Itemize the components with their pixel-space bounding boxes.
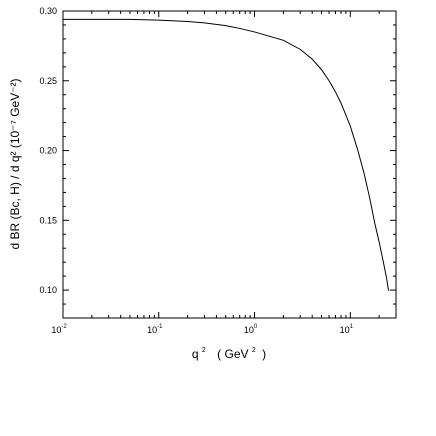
plot-frame [62,10,397,319]
y-tick-labels: 0.10 0.15 0.20 0.25 0.30 [39,6,57,295]
x-tick-label: 10-2 [51,324,67,335]
y-tick-label: 0.30 [39,6,57,16]
y-tick-label: 0.15 [39,215,57,225]
x-tick-label: 100 [244,324,258,335]
y-tick-label: 0.25 [39,76,57,86]
x-tick-label: 101 [340,324,354,335]
y-axis-title: d BR (Bc, H) / d q² (10⁻⁷ GeV⁻²) [8,78,22,249]
x-axis-title-base: q [192,347,199,361]
tick-marks [62,10,397,319]
x-tick-label: 10-1 [147,324,163,335]
x-axis-title-exp: 2 [202,347,206,354]
x-axis-title-close: ) [262,347,266,361]
series-line [63,18,390,291]
x-axis-title: q 2 ( GeV 2 ) [192,341,266,361]
y-tick-label: 0.10 [39,285,57,295]
x-tick-labels: 10-2 10-1 100 101 [51,324,353,335]
y-tick-label: 0.20 [39,146,57,156]
x-axis-title-unit: ( GeV [217,347,248,361]
x-axis-title-unit-exp: 2 [252,347,256,354]
